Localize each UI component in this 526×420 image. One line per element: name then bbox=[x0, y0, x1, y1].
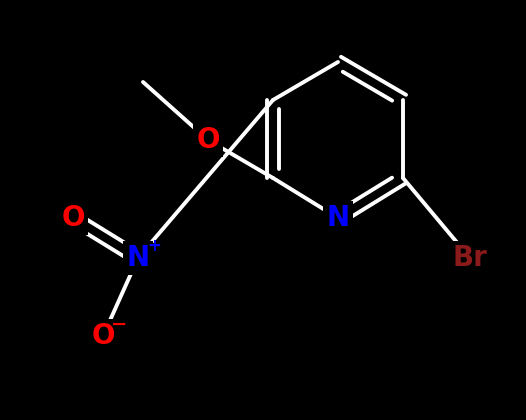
Text: N: N bbox=[327, 204, 350, 232]
Text: N: N bbox=[126, 244, 149, 272]
Text: O: O bbox=[196, 126, 220, 154]
Text: +: + bbox=[147, 237, 161, 255]
Text: Br: Br bbox=[452, 244, 488, 272]
Text: O: O bbox=[91, 322, 115, 350]
Text: −: − bbox=[111, 315, 127, 333]
Text: O: O bbox=[61, 204, 85, 232]
